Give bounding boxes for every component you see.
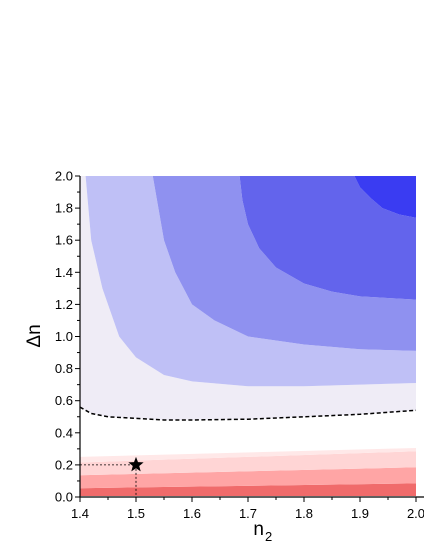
x-axis-ticks: 1.4 1.5 1.6 1.7 1.8 1.9 2.0 xyxy=(71,497,424,521)
contour-level-8 xyxy=(239,176,416,300)
contour-level-9 xyxy=(354,176,416,218)
y-tick-label: 1.2 xyxy=(55,297,73,312)
x-tick-label: 1.9 xyxy=(351,506,369,521)
x-tick-label: 1.8 xyxy=(295,506,313,521)
y-tick-label: 1.6 xyxy=(55,233,73,248)
contour-level-3 xyxy=(80,451,416,476)
y-tick-label: 0.4 xyxy=(55,425,73,440)
contour-level-5 xyxy=(80,176,416,420)
y-tick-label: 1.4 xyxy=(55,265,73,280)
y-tick-label: 0.6 xyxy=(55,393,73,408)
y-axis-title: Δn xyxy=(24,324,45,347)
contour-level-4 xyxy=(80,448,416,463)
x-axis-title-subscript: 2 xyxy=(265,529,272,544)
y-tick-label: 0.2 xyxy=(55,457,73,472)
star-marker xyxy=(128,456,144,472)
y-axis-ticks: 0.0 0.2 0.4 0.6 0.8 1.0 1.2 1.4 1.6 1.8 2.0 xyxy=(55,169,80,505)
contour-levels xyxy=(80,176,417,496)
dashed-boundary-curve xyxy=(80,406,417,421)
x-tick-label: 1.7 xyxy=(239,506,257,521)
x-tick-label: 1.6 xyxy=(183,506,201,521)
y-tick-label: 0.0 xyxy=(55,490,73,505)
y-tick-label: 1.8 xyxy=(55,201,73,216)
x-tick-label: 1.5 xyxy=(127,506,145,521)
contour-level-1 xyxy=(80,483,416,496)
x-axis-title: n xyxy=(253,519,264,540)
y-tick-label: 0.8 xyxy=(55,361,73,376)
contour-level-2 xyxy=(80,467,416,489)
y-tick-label: 2.0 xyxy=(55,169,73,184)
x-tick-label: 2.0 xyxy=(407,506,424,521)
y-tick-label: 1.0 xyxy=(55,329,73,344)
contour-level-6 xyxy=(85,176,416,387)
x-tick-label: 1.4 xyxy=(71,506,89,521)
contour-level-7 xyxy=(152,176,417,351)
